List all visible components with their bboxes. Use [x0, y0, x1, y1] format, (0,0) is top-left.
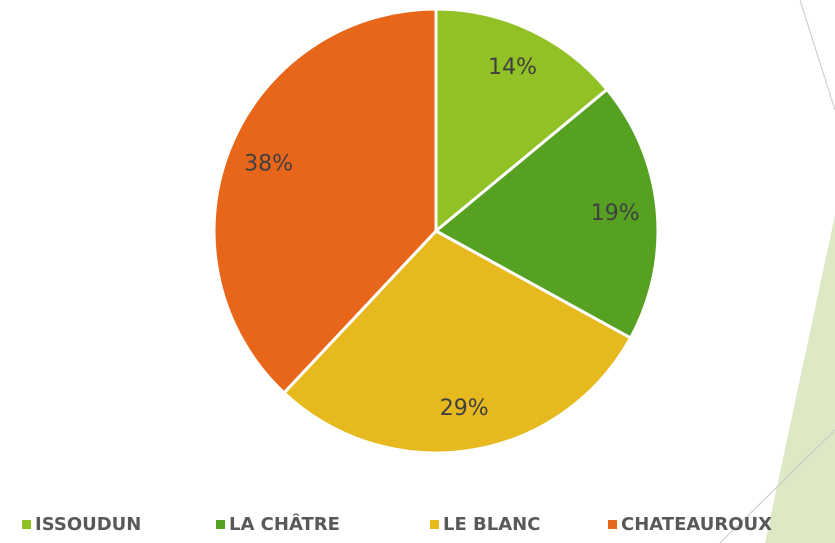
pie-slice — [434, 7, 610, 235]
pie-slice — [433, 87, 660, 340]
legend-label: CHATEAUROUX — [621, 514, 772, 535]
legend-swatch — [216, 520, 225, 529]
pie: 14% 19% 29% 38% — [212, 7, 660, 455]
legend-swatch — [22, 520, 31, 529]
legend-swatch — [430, 520, 439, 529]
decor-line — [799, 0, 835, 111]
slice-label: 38% — [244, 152, 293, 177]
slice-label: 19% — [591, 201, 640, 226]
slice-label: 29% — [440, 396, 489, 421]
legend-label: LE BLANC — [443, 514, 540, 535]
pie-slice — [212, 7, 438, 395]
decor-line — [719, 429, 835, 543]
legend-label: ISSOUDUN — [35, 514, 141, 535]
legend: ISSOUDUN LA CHÂTRE LE BLANC CHATEAUROUX — [22, 513, 772, 535]
background-shape — [765, 215, 835, 543]
pie-slice — [281, 229, 633, 455]
slice-label: 14% — [488, 55, 537, 80]
legend-label: LA CHÂTRE — [229, 513, 340, 535]
legend-swatch — [608, 520, 617, 529]
